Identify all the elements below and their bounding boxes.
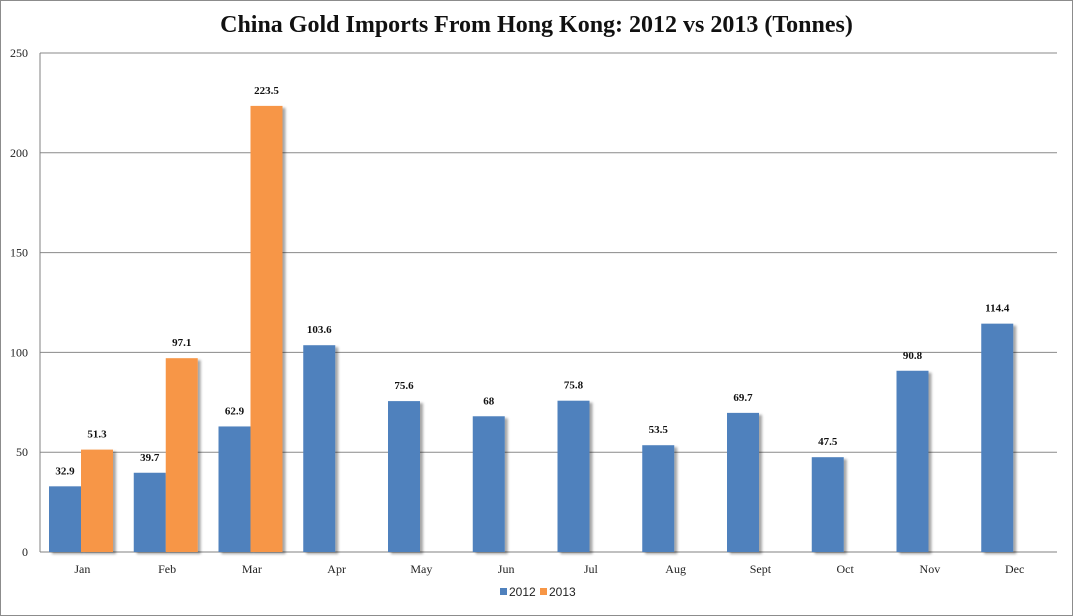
x-tick-label: Dec xyxy=(1005,562,1024,576)
bar-2013-jan xyxy=(81,449,113,552)
data-labels: 32.9 51.3 39.7 97.1 62.9 223.5 103.6 75.6 68 75.8… xyxy=(55,85,1009,477)
data-label: 75.6 xyxy=(394,380,414,392)
data-label: 47.5 xyxy=(818,436,838,448)
data-label: 223.5 xyxy=(254,85,279,97)
bar-2012-sept xyxy=(727,412,759,552)
bar-2013-feb xyxy=(165,358,198,552)
x-tick-label: Oct xyxy=(836,562,854,576)
x-tick-label: Jan xyxy=(74,562,90,576)
y-tick-label: 0 xyxy=(22,545,28,559)
legend-swatch xyxy=(500,588,507,595)
legend: 2012 2013 xyxy=(500,585,576,599)
gridlines xyxy=(40,52,1057,553)
y-axis: 0 50 100 150 200 250 xyxy=(10,46,41,559)
x-tick-label: Apr xyxy=(327,562,346,576)
x-tick-label: Mar xyxy=(242,562,262,576)
bar-2012-jan xyxy=(49,486,81,552)
x-tick-label: May xyxy=(410,562,432,576)
bar-2012-dec xyxy=(981,323,1014,552)
data-label: 62.9 xyxy=(225,405,245,417)
x-tick-label: Nov xyxy=(920,562,941,576)
data-label: 68 xyxy=(483,395,495,407)
bar-2012-nov xyxy=(896,370,929,552)
x-tick-label: Feb xyxy=(158,562,176,576)
data-label: 39.7 xyxy=(140,452,160,464)
x-tick-label: Aug xyxy=(665,562,686,576)
data-label: 69.7 xyxy=(733,392,753,404)
bar-2012-jun xyxy=(472,416,505,552)
data-label: 103.6 xyxy=(307,324,332,336)
y-tick-label: 150 xyxy=(10,246,28,260)
data-label: 90.8 xyxy=(903,350,923,362)
data-label: 114.4 xyxy=(985,303,1010,315)
legend-swatch xyxy=(540,588,547,595)
legend-label: 2012 xyxy=(509,585,536,599)
data-label: 75.8 xyxy=(564,380,584,392)
data-label: 53.5 xyxy=(649,424,669,436)
bar-2012-apr xyxy=(303,345,336,552)
bar-2012-mar xyxy=(218,426,251,552)
x-axis: Jan Feb Mar Apr May Jun Jul Aug Sept Oct Nov Dec xyxy=(74,562,1024,576)
y-tick-label: 250 xyxy=(10,46,28,60)
legend-label: 2013 xyxy=(549,585,576,599)
bar-2012-feb xyxy=(133,472,166,552)
x-tick-label: Sept xyxy=(750,562,772,576)
y-tick-label: 200 xyxy=(10,146,28,160)
bar-2012-oct xyxy=(811,457,844,552)
data-label: 32.9 xyxy=(55,465,75,477)
bar-2012-jul xyxy=(557,400,590,552)
y-tick-label: 100 xyxy=(10,345,28,359)
bar-2013-mar xyxy=(250,105,283,553)
bar-2012-may xyxy=(388,401,420,552)
x-tick-label: Jun xyxy=(498,562,515,576)
data-label: 51.3 xyxy=(87,429,107,441)
chart-title: China Gold Imports From Hong Kong: 2012 … xyxy=(220,12,853,38)
bars xyxy=(49,105,1014,553)
bar-2012-aug xyxy=(642,445,675,552)
y-tick-label: 50 xyxy=(16,445,28,459)
data-label: 97.1 xyxy=(172,337,191,349)
x-tick-label: Jul xyxy=(584,562,599,576)
